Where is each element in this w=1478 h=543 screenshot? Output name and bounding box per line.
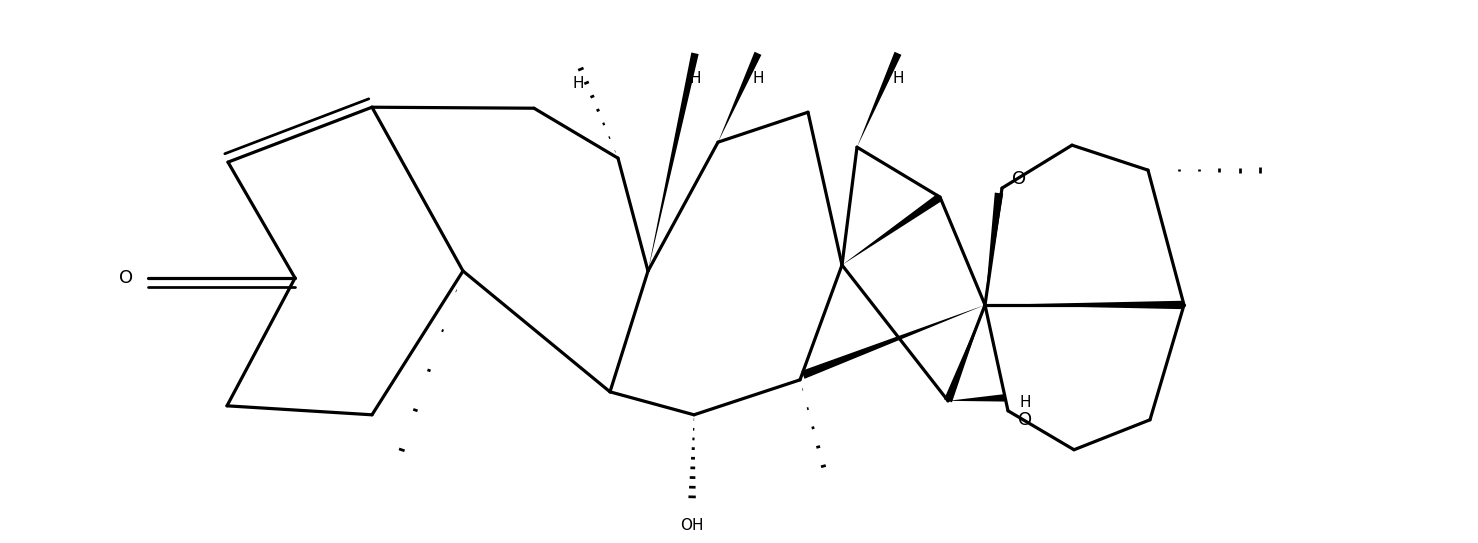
Polygon shape <box>718 52 761 142</box>
Text: O: O <box>118 269 133 287</box>
Polygon shape <box>842 194 943 265</box>
Text: H: H <box>1020 395 1032 411</box>
Polygon shape <box>984 193 1004 305</box>
Text: O: O <box>1012 170 1026 188</box>
Text: H: H <box>572 76 584 91</box>
Polygon shape <box>801 305 984 379</box>
Polygon shape <box>984 301 1184 309</box>
Text: H: H <box>752 71 764 86</box>
Text: H: H <box>689 71 701 86</box>
Polygon shape <box>944 305 984 402</box>
Text: H: H <box>893 71 903 86</box>
Polygon shape <box>647 53 699 271</box>
Polygon shape <box>857 52 902 147</box>
Polygon shape <box>947 401 975 415</box>
Text: O: O <box>1018 411 1032 429</box>
Text: OH: OH <box>680 517 704 533</box>
Polygon shape <box>947 394 1005 402</box>
